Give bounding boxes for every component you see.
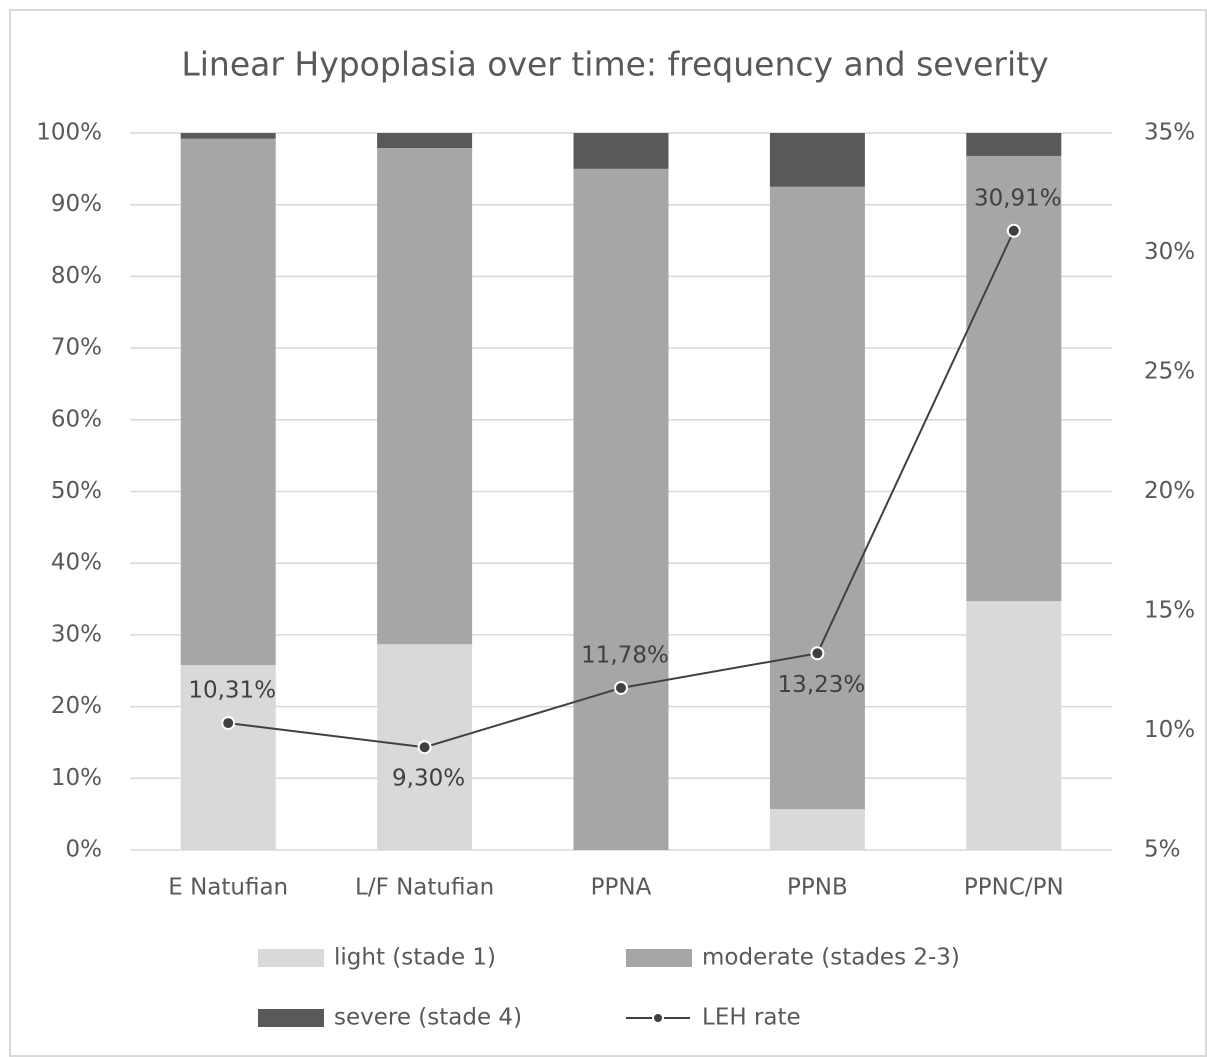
y2-tick-label: 15% (1144, 598, 1195, 624)
legend-label: moderate (stades 2-3) (702, 945, 960, 971)
line-marker (614, 680, 628, 695)
legend-swatch (258, 1009, 324, 1027)
y-tick-label: 0% (66, 837, 103, 863)
y-tick-label: 90% (51, 191, 102, 217)
bar-segment (180, 665, 276, 850)
y2-tick-label: 5% (1144, 837, 1181, 863)
bar-segment (180, 133, 276, 139)
legend-label: light (stade 1) (334, 945, 496, 971)
bar-segment (769, 809, 865, 850)
y-tick-label: 70% (51, 335, 102, 361)
y-tick-label: 50% (51, 478, 102, 504)
y-tick-label: 60% (51, 406, 102, 432)
y-tick-label: 30% (51, 621, 102, 647)
y2-tick-label: 35% (1144, 120, 1195, 146)
y2-tick-label: 25% (1144, 359, 1195, 385)
data-label: 30,91% (974, 185, 1062, 211)
data-label: 10,31% (188, 678, 276, 704)
line-marker (810, 646, 825, 661)
legend-swatch (626, 949, 692, 967)
bar-segment (377, 133, 473, 149)
y2-tick-label: 30% (1144, 239, 1195, 265)
bar-segment (966, 155, 1062, 602)
bar-segment (573, 168, 669, 851)
y-tick-label: 100% (36, 120, 102, 146)
x-tick-label: E Natufian (168, 875, 288, 901)
x-tick-label: L/F Natufian (355, 875, 494, 901)
legend-marker (652, 1012, 664, 1024)
data-label: 9,30% (392, 766, 465, 792)
y2-tick-label: 10% (1144, 717, 1195, 743)
data-label: 11,78% (581, 642, 669, 668)
x-tick-label: PPNC/PN (964, 875, 1064, 901)
chart-title: Linear Hypoplasia over time: frequency a… (181, 45, 1048, 84)
x-tick-label: PPNB (787, 875, 848, 901)
y-tick-label: 20% (51, 693, 102, 719)
bar-segment (966, 133, 1062, 156)
bar-segment (769, 186, 865, 810)
line-marker (221, 716, 236, 731)
legend-label: severe (stade 4) (334, 1005, 522, 1031)
y2-tick-label: 20% (1144, 478, 1195, 504)
bar-segment (180, 138, 276, 666)
y-tick-label: 40% (51, 550, 102, 576)
bar-segment (573, 133, 669, 169)
y-tick-label: 80% (51, 263, 102, 289)
legend-swatch (258, 949, 324, 967)
line-marker (1006, 223, 1021, 238)
bar-segment (377, 148, 473, 645)
data-label: 13,23% (778, 672, 866, 698)
legend-label: LEH rate (702, 1005, 801, 1031)
x-tick-label: PPNA (591, 875, 652, 901)
y-tick-label: 10% (51, 765, 102, 791)
line-marker (417, 740, 432, 755)
bar-segment (966, 601, 1062, 850)
bar-segment (769, 133, 865, 187)
